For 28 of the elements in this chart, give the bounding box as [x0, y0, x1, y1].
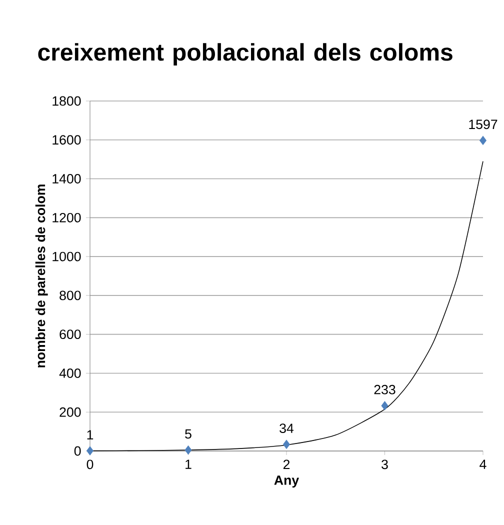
x-tick-label: 0 — [86, 460, 94, 470]
y-tick-label: 400 — [59, 368, 81, 378]
point — [283, 440, 290, 449]
point — [184, 445, 192, 455]
x-axis-title: Any — [274, 476, 300, 488]
y-axis-title: nombre de parelles de colom — [35, 184, 48, 368]
y-tick-label: 1200 — [52, 212, 81, 222]
x-tick-label: 1 — [186, 460, 192, 469]
y-tick-label: 1000 — [52, 252, 81, 262]
data-label: 34 — [280, 424, 294, 434]
point — [381, 401, 388, 410]
y-tick-label: 1600 — [52, 135, 81, 145]
y-tick-label: 0 — [74, 446, 81, 456]
point — [480, 136, 486, 146]
y-tick-label: 1800 — [52, 96, 81, 106]
y-tick-label: 1400 — [52, 174, 81, 184]
chart-title: creixement poblacional dels coloms — [38, 43, 452, 66]
data-label: 1597 — [469, 120, 498, 130]
y-tick-label: 200 — [60, 407, 81, 417]
point — [86, 446, 94, 456]
data-label: 233 — [374, 384, 396, 394]
x-tick-label: 3 — [382, 460, 388, 470]
data-label: 5 — [185, 429, 192, 439]
x-tick-label: 4 — [480, 460, 486, 469]
y-tick-label: 600 — [60, 330, 81, 340]
x-tick-label: 2 — [283, 460, 290, 470]
y-tick-label: 800 — [60, 290, 81, 300]
data-label: 1 — [87, 430, 94, 440]
